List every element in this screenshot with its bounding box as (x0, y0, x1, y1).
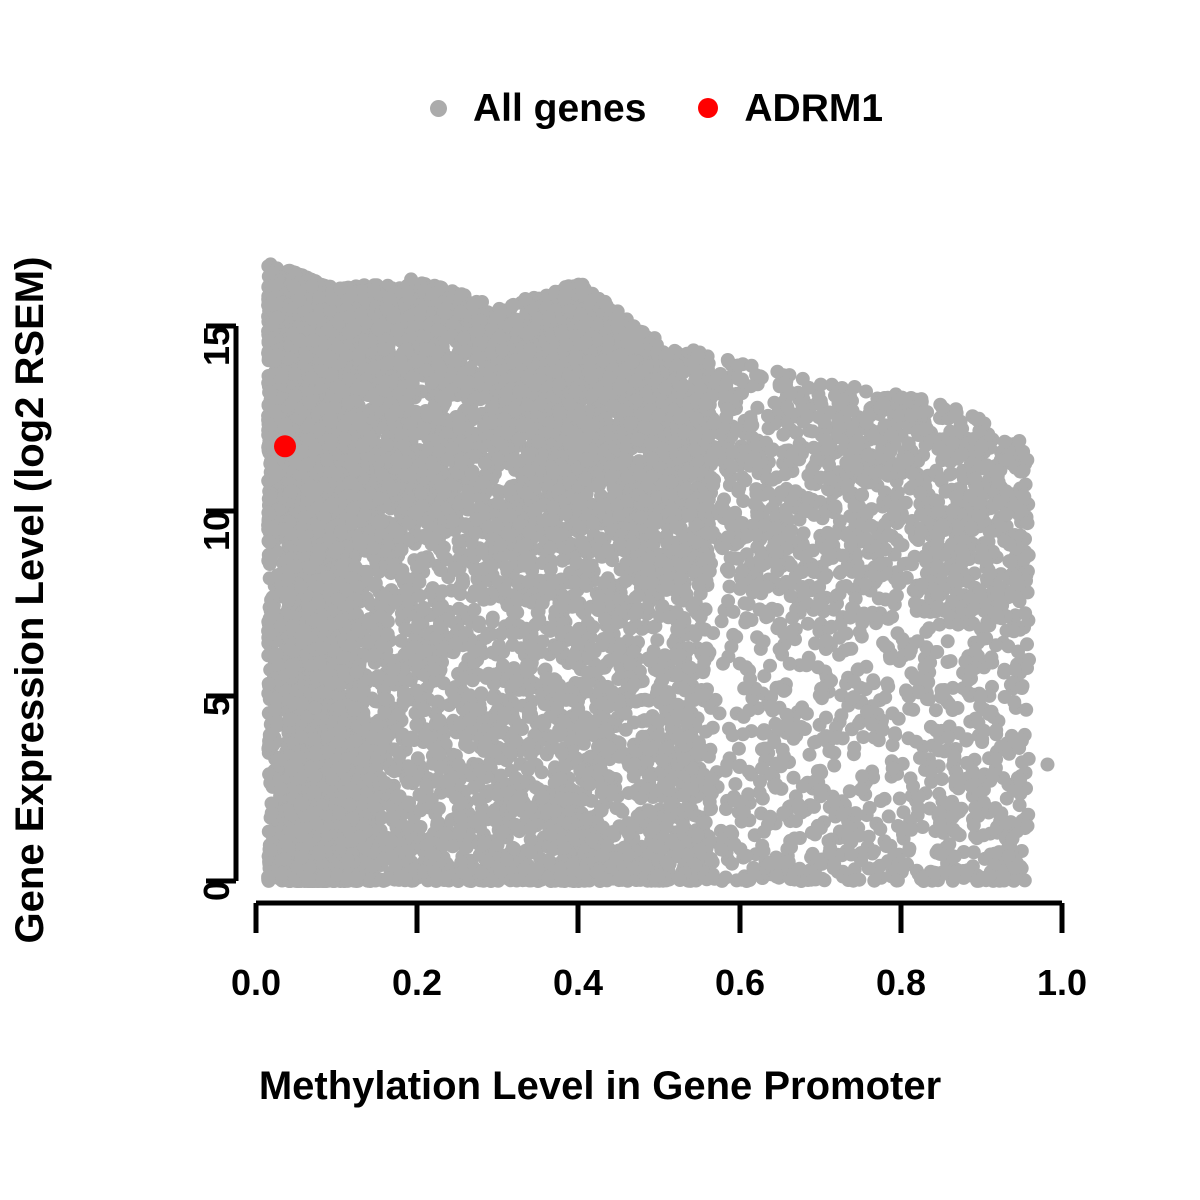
legend-entry-adrm1: ADRM1 (698, 89, 883, 128)
x-tick-label-2: 0.4 (552, 962, 604, 1003)
x-tick-label-4: 0.8 (875, 962, 927, 1003)
legend-circle-marker-adrm1 (698, 98, 719, 118)
y-tick-label-10: 10 (196, 511, 237, 552)
x-tick-label-1: 0.2 (391, 962, 443, 1003)
legend-circle-marker-all-genes (430, 99, 447, 117)
y-tick-label-0: 0 (196, 881, 237, 902)
y-axis-title: Gene Expression Level (log2 RSEM) (8, 256, 52, 944)
data-points-layer (261, 257, 1055, 888)
y-tick-label-15: 15 (196, 326, 237, 367)
y-tick-label-5: 5 (196, 696, 237, 717)
x-axis-title: Methylation Level in Gene Promoter (258, 1064, 942, 1108)
chart-legend: All genes ADRM1 (430, 84, 950, 132)
highlighted-point-adrm1 (274, 435, 296, 458)
axis-lines-layer (206, 323, 1065, 933)
legend-label-adrm1: ADRM1 (744, 86, 884, 130)
x-tick-label-3: 0.6 (714, 962, 766, 1003)
legend-label-all-genes: All genes (473, 86, 647, 130)
x-tick-label-5: 1.0 (1036, 962, 1088, 1003)
legend-entry-all-genes: All genes (430, 89, 646, 128)
x-tick-label-0: 0.0 (230, 962, 282, 1003)
